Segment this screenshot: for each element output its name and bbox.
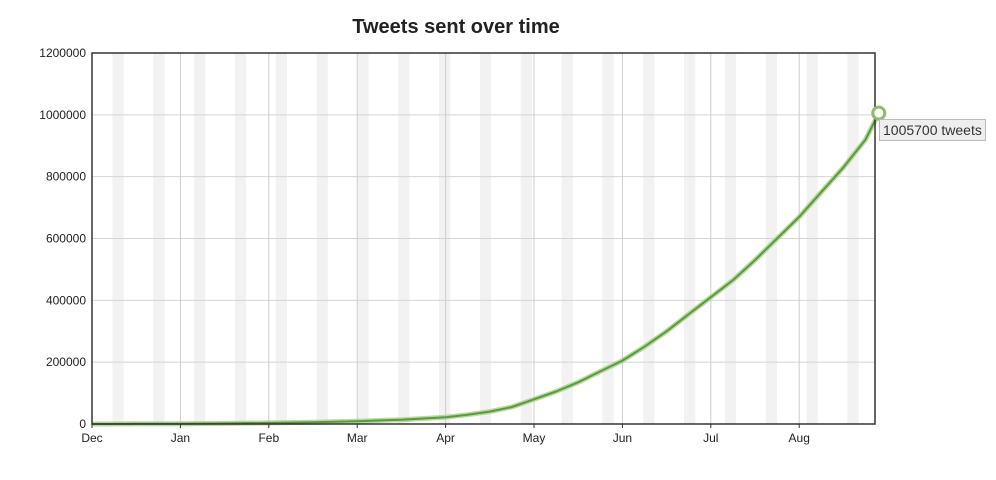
y-tick-label: 200000 [46, 355, 86, 369]
x-tick-label: Jan [171, 431, 190, 445]
x-tick-label: May [523, 431, 546, 445]
y-tick-label: 600000 [46, 232, 86, 246]
last-point-marker [871, 105, 887, 121]
vertical-gridlines [179, 53, 800, 424]
y-tick-label: 800000 [46, 170, 86, 184]
x-tick-label: Apr [436, 431, 455, 445]
x-tick-label: Dec [81, 431, 102, 445]
data-tooltip: 1005700 tweets [879, 119, 986, 141]
x-tick-label: Mar [347, 431, 368, 445]
x-tick-label: Jul [703, 431, 718, 445]
chart-title: Tweets sent over time [352, 16, 560, 38]
y-axis-ticks: 0 200000 400000 600000 800000 1000000 1200000 [39, 46, 86, 431]
x-tick-label: Jun [613, 431, 632, 445]
series-line [91, 112, 880, 425]
y-tick-label: 400000 [46, 293, 86, 307]
x-tick-label: Feb [258, 431, 279, 445]
series-group [91, 111, 882, 427]
last-point-marker-group [871, 105, 887, 121]
y-tick-label: 1000000 [39, 108, 86, 122]
x-tick-label: Aug [789, 431, 810, 445]
y-tick-label: 0 [79, 417, 86, 431]
y-tick-label: 1200000 [39, 46, 86, 60]
plot-frame [91, 52, 876, 425]
x-axis-ticks: Dec Jan Feb Mar Apr May Jun Jul Aug [81, 424, 810, 445]
